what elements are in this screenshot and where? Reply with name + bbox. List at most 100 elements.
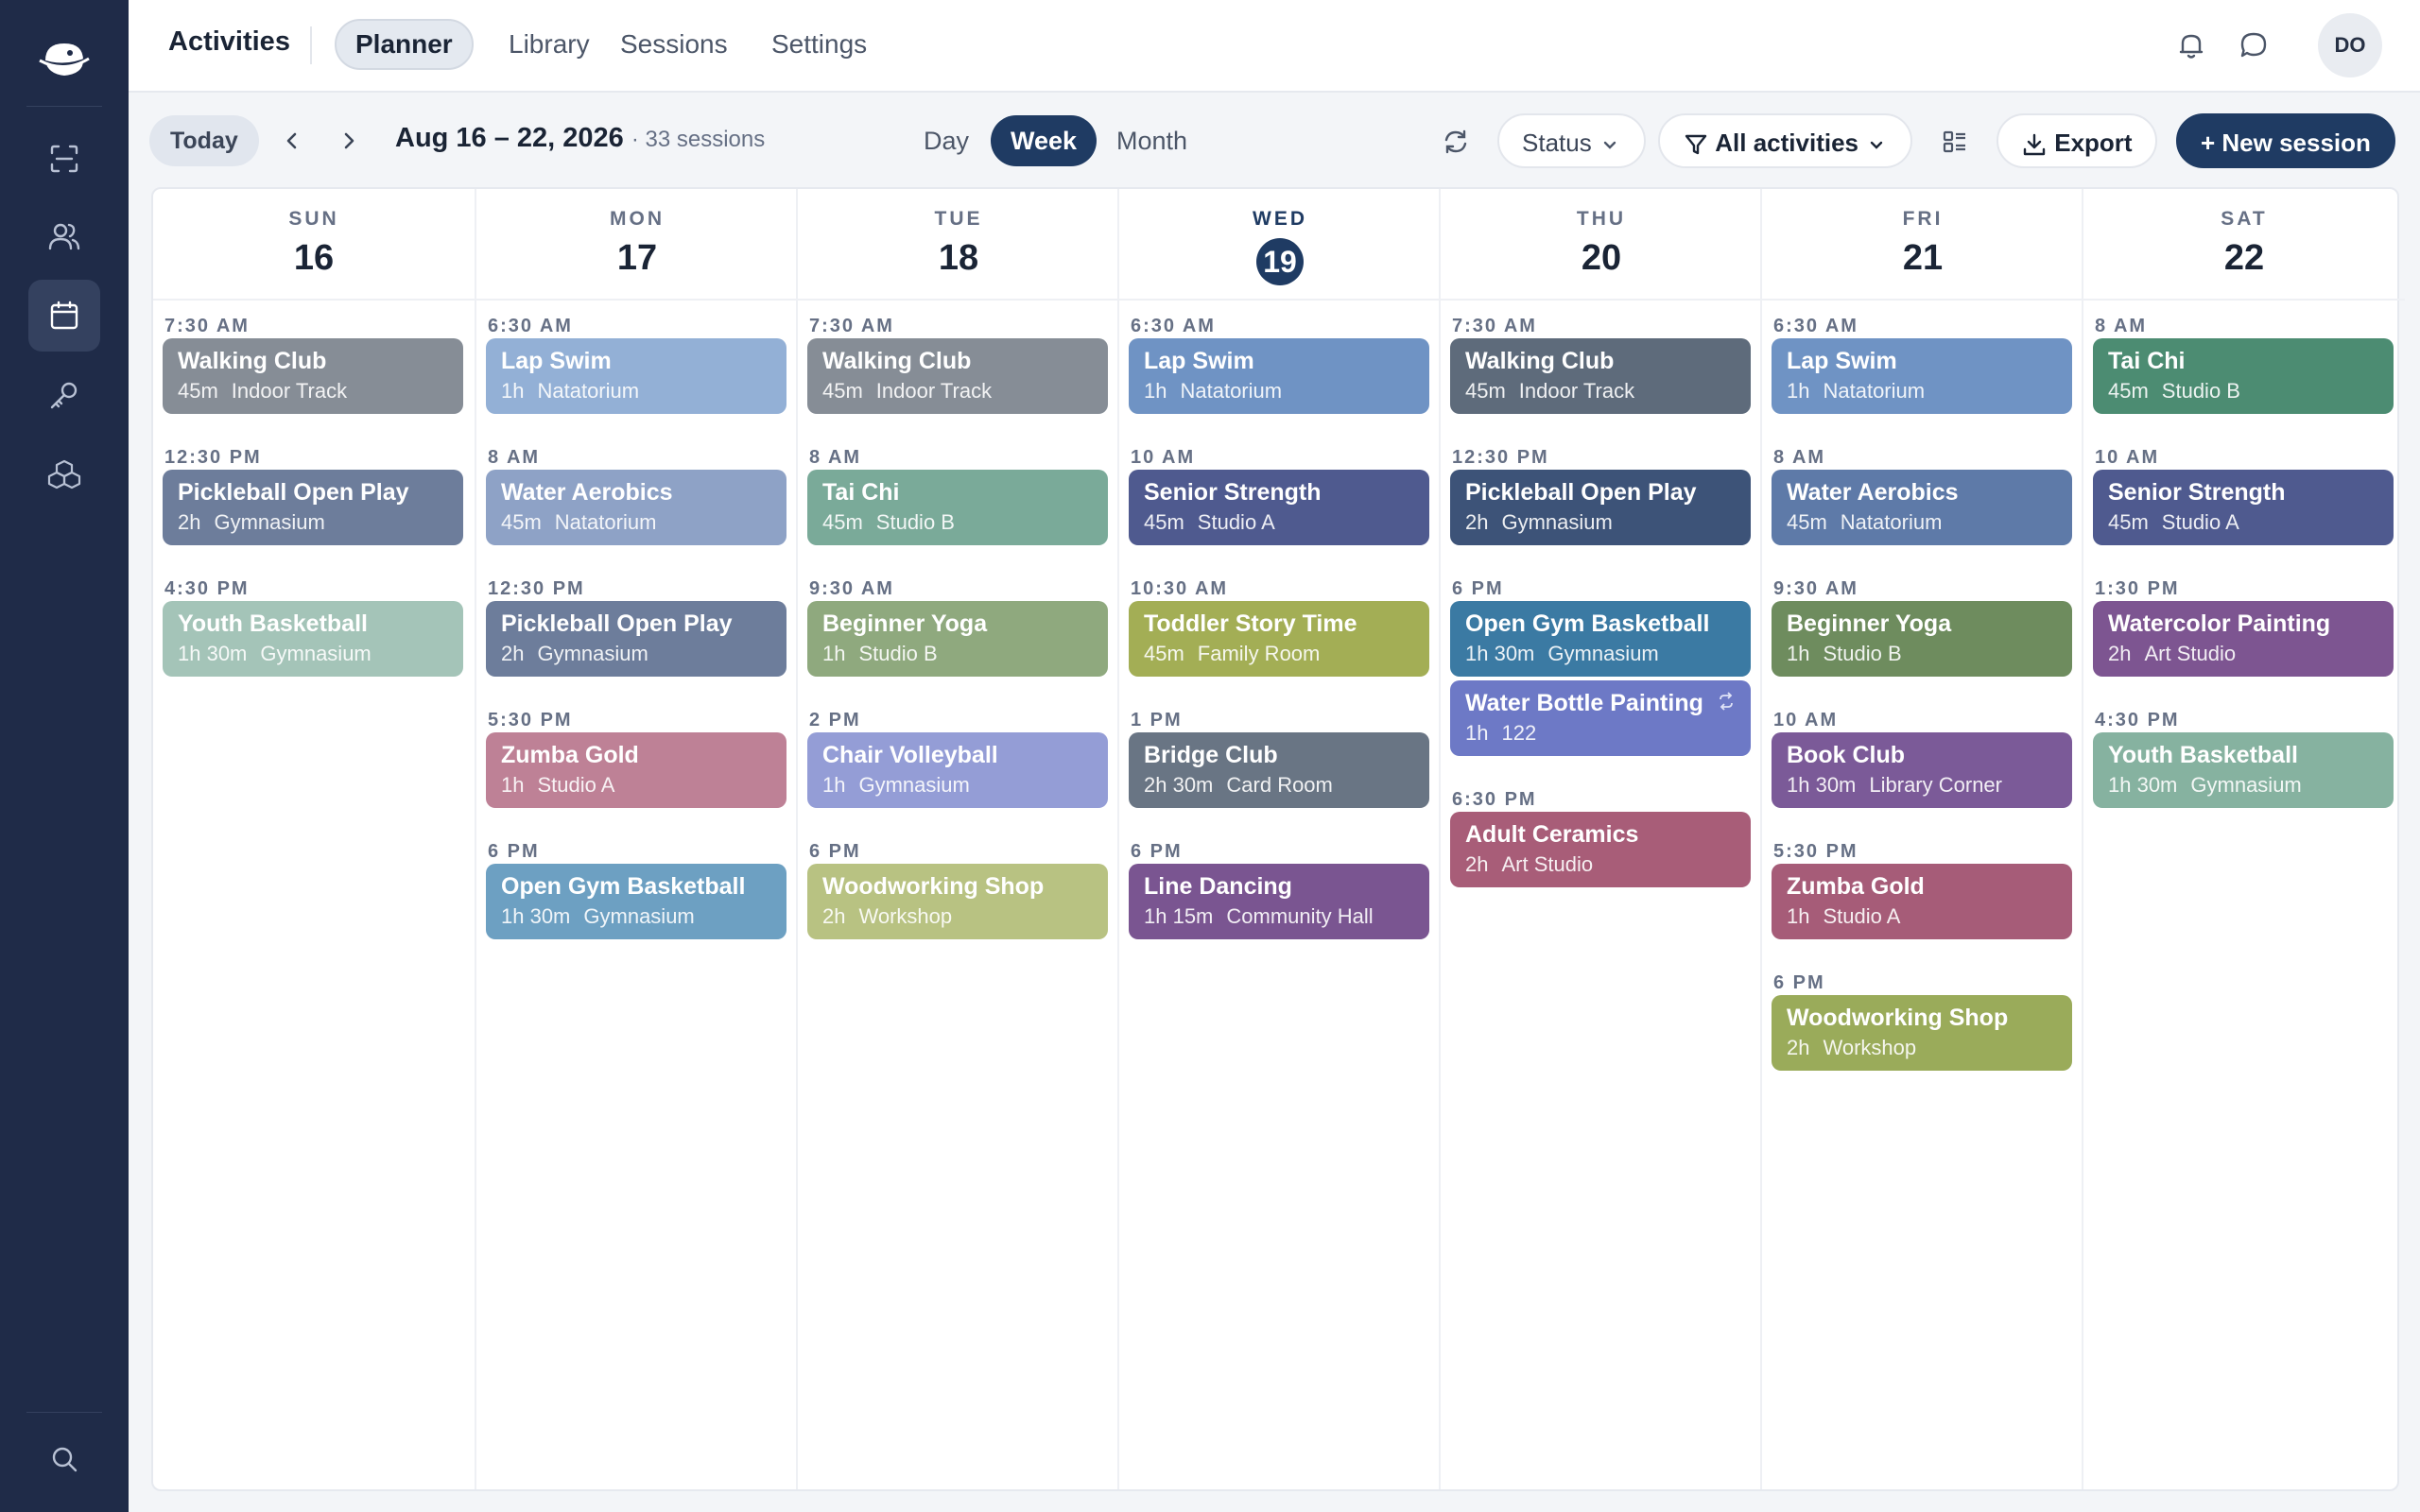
session-meta: 45m Family Room (1144, 642, 1414, 666)
session-meta: 2h Art Studio (2108, 642, 2378, 666)
session-title: Woodworking Shop (822, 873, 1045, 900)
session-location: Studio B (858, 642, 938, 665)
activity-filter[interactable]: All activities (1658, 113, 1913, 168)
session-card[interactable]: Zumba Gold 1h Studio A (486, 732, 786, 808)
session-card[interactable]: Line Dancing 1h 15m Community Hall (1129, 864, 1429, 939)
session-card[interactable]: Chair Volleyball 1h Gymnasium (807, 732, 1108, 808)
day-name: TUE (934, 208, 983, 230)
activity-filter-label: All activities (1715, 129, 1858, 157)
session-duration: 45m (501, 510, 542, 534)
tab-settings[interactable]: Settings (771, 29, 868, 59)
view-month[interactable]: Month (1116, 127, 1188, 155)
session-title: Tai Chi (2108, 348, 2186, 374)
session-card[interactable]: Book Club 1h 30m Library Corner (1772, 732, 2072, 808)
calendar-icon (50, 301, 78, 330)
session-card[interactable]: Pickleball Open Play 2h Gymnasium (486, 601, 786, 677)
session-duration: 2h (501, 642, 525, 665)
sidebar-item-scan[interactable] (28, 123, 100, 195)
session-card[interactable]: Water Bottle Painting 1h 122 (1450, 680, 1751, 756)
session-card[interactable]: Senior Strength 45m Studio A (2093, 470, 2394, 545)
date-range: Aug 16 – 22, 2026 · 33 sessions (395, 123, 765, 154)
search-icon (52, 1447, 78, 1472)
session-title: Watercolor Painting (2108, 610, 2331, 637)
session-card[interactable]: Adult Ceramics 2h Art Studio (1450, 812, 1751, 887)
sidebar-item-keys[interactable] (28, 359, 100, 431)
sidebar-item-resources[interactable] (28, 438, 100, 510)
sidebar-item-users[interactable] (28, 200, 100, 272)
new-session-button[interactable]: + New session (2176, 113, 2395, 168)
sidebar-item-calendar[interactable] (28, 280, 100, 352)
day-number: 20 (1581, 238, 1622, 278)
session-card[interactable]: Woodworking Shop 2h Workshop (807, 864, 1108, 939)
session-card[interactable]: Watercolor Painting 2h Art Studio (2093, 601, 2394, 677)
session-card[interactable]: Youth Basketball 1h 30m Gymnasium (163, 601, 463, 677)
export-button[interactable]: Export (1996, 113, 2157, 168)
refresh-icon[interactable] (1441, 127, 1471, 157)
session-card[interactable]: Water Aerobics 45m Natatorium (1772, 470, 2072, 545)
session-card[interactable]: Senior Strength 45m Studio A (1129, 470, 1429, 545)
time-label: 8 AM (809, 447, 862, 468)
session-card[interactable]: Open Gym Basketball 1h 30m Gymnasium (1450, 601, 1751, 677)
session-meta: 1h Studio B (1787, 642, 2057, 666)
chevron-left-icon[interactable] (276, 125, 308, 157)
session-card[interactable]: Beginner Yoga 1h Studio B (807, 601, 1108, 677)
session-meta: 45m Studio A (2108, 510, 2378, 535)
view-day[interactable]: Day (924, 127, 970, 155)
session-duration: 45m (822, 379, 863, 403)
view-week[interactable]: Week (991, 115, 1098, 166)
session-meta: 45m Studio B (2108, 379, 2378, 404)
session-card[interactable]: Pickleball Open Play 2h Gymnasium (1450, 470, 1751, 545)
session-card[interactable]: Bridge Club 2h 30m Card Room (1129, 732, 1429, 808)
chat-icon[interactable] (2235, 26, 2273, 64)
tab-sessions[interactable]: Sessions (620, 29, 728, 59)
session-meta: 1h 30m Library Corner (1787, 773, 2057, 798)
session-meta: 1h 30m Gymnasium (1465, 642, 1736, 666)
session-duration: 1h (822, 773, 846, 797)
time-label: 8 AM (2095, 316, 2148, 336)
session-duration: 1h 30m (1787, 773, 1857, 797)
session-meta: 2h Workshop (822, 904, 1093, 929)
bell-icon[interactable] (2172, 26, 2210, 64)
session-card[interactable]: Lap Swim 1h Natatorium (1129, 338, 1429, 414)
time-label: 1 PM (1131, 710, 1183, 730)
time-label: 12:30 PM (488, 578, 585, 599)
session-card[interactable]: Lap Swim 1h Natatorium (1772, 338, 2072, 414)
session-card[interactable]: Water Aerobics 45m Natatorium (486, 470, 786, 545)
session-card[interactable]: Youth Basketball 1h 30m Gymnasium (2093, 732, 2394, 808)
session-location: Indoor Track (1518, 379, 1635, 403)
today-button[interactable]: Today (149, 115, 259, 166)
session-card[interactable]: Walking Club 45m Indoor Track (163, 338, 463, 414)
sidebar-search[interactable] (28, 1423, 100, 1495)
time-label: 2 PM (809, 710, 861, 730)
session-card[interactable]: Walking Club 45m Indoor Track (1450, 338, 1751, 414)
session-card[interactable]: Tai Chi 45m Studio B (2093, 338, 2394, 414)
chevron-right-icon[interactable] (333, 125, 365, 157)
session-card[interactable]: Open Gym Basketball 1h 30m Gymnasium (486, 864, 786, 939)
session-meta: 1h Gymnasium (822, 773, 1093, 798)
session-card[interactable]: Toddler Story Time 45m Family Room (1129, 601, 1429, 677)
session-duration: 1h (1787, 904, 1810, 928)
time-label: 7:30 AM (809, 316, 894, 336)
session-location: Studio B (1823, 642, 1902, 665)
session-card[interactable]: Woodworking Shop 2h Workshop (1772, 995, 2072, 1071)
layout-icon[interactable] (1940, 127, 1970, 157)
time-label: 6 PM (1131, 841, 1183, 862)
scan-icon (50, 145, 78, 173)
session-location: Art Studio (1501, 852, 1594, 876)
session-card[interactable]: Zumba Gold 1h Studio A (1772, 864, 2072, 939)
tab-planner[interactable]: Planner (335, 19, 474, 70)
session-card[interactable]: Pickleball Open Play 2h Gymnasium (163, 470, 463, 545)
time-label: 6:30 AM (1773, 316, 1858, 336)
time-label: 7:30 AM (1452, 316, 1537, 336)
session-title: Book Club (1787, 742, 1905, 768)
tab-library[interactable]: Library (509, 29, 590, 59)
session-card[interactable]: Tai Chi 45m Studio B (807, 470, 1108, 545)
avatar[interactable]: DO (2318, 13, 2382, 77)
status-filter[interactable]: Status (1497, 113, 1646, 168)
filter-icon (1685, 134, 1707, 155)
session-title: Walking Club (178, 348, 327, 374)
session-card[interactable]: Lap Swim 1h Natatorium (486, 338, 786, 414)
session-card[interactable]: Beginner Yoga 1h Studio B (1772, 601, 2072, 677)
session-title: Water Aerobics (1787, 479, 1959, 506)
session-card[interactable]: Walking Club 45m Indoor Track (807, 338, 1108, 414)
